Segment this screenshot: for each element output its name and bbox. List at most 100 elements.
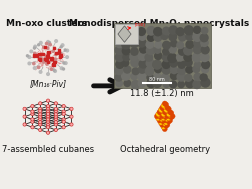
- Circle shape: [200, 38, 209, 47]
- Circle shape: [160, 117, 165, 122]
- Circle shape: [130, 58, 140, 67]
- Bar: [33, 54, 36, 57]
- Circle shape: [184, 25, 194, 35]
- Circle shape: [39, 121, 42, 124]
- Circle shape: [166, 119, 171, 124]
- Circle shape: [130, 47, 139, 56]
- Circle shape: [161, 112, 166, 117]
- Circle shape: [63, 62, 65, 64]
- Circle shape: [169, 80, 177, 88]
- Circle shape: [165, 105, 170, 110]
- Circle shape: [185, 40, 194, 49]
- Circle shape: [161, 103, 166, 108]
- Circle shape: [168, 113, 172, 118]
- Circle shape: [154, 65, 162, 73]
- Circle shape: [166, 106, 171, 111]
- Circle shape: [34, 47, 36, 49]
- Circle shape: [160, 108, 165, 113]
- Circle shape: [194, 61, 202, 69]
- Bar: [55, 52, 58, 54]
- Circle shape: [178, 47, 187, 56]
- Circle shape: [114, 26, 122, 35]
- Circle shape: [168, 118, 172, 123]
- Circle shape: [55, 40, 57, 42]
- Bar: [46, 56, 49, 58]
- Circle shape: [137, 72, 147, 81]
- Circle shape: [52, 50, 54, 52]
- Circle shape: [46, 55, 48, 58]
- Bar: [53, 61, 56, 63]
- Circle shape: [53, 60, 56, 62]
- Circle shape: [167, 53, 177, 63]
- Circle shape: [161, 125, 166, 129]
- Circle shape: [114, 66, 123, 75]
- Circle shape: [176, 41, 184, 49]
- Circle shape: [162, 48, 170, 56]
- Circle shape: [156, 112, 161, 117]
- Circle shape: [192, 65, 200, 73]
- Circle shape: [157, 118, 162, 123]
- Text: Monodispersed Mn₃O₄ nanocrystals: Monodispersed Mn₃O₄ nanocrystals: [69, 19, 249, 28]
- Circle shape: [115, 39, 124, 48]
- Circle shape: [114, 73, 123, 82]
- Circle shape: [50, 68, 53, 70]
- Bar: [58, 50, 60, 52]
- Circle shape: [153, 72, 161, 80]
- Circle shape: [31, 110, 34, 113]
- Circle shape: [185, 66, 194, 74]
- Circle shape: [30, 50, 33, 53]
- Circle shape: [115, 60, 124, 69]
- Circle shape: [46, 118, 50, 121]
- Circle shape: [115, 80, 123, 87]
- Bar: [47, 51, 50, 53]
- Circle shape: [66, 56, 69, 58]
- Circle shape: [130, 27, 140, 37]
- Circle shape: [176, 72, 186, 82]
- Bar: [42, 53, 44, 55]
- Circle shape: [38, 66, 40, 68]
- Circle shape: [46, 107, 50, 110]
- Circle shape: [60, 67, 63, 70]
- Circle shape: [164, 120, 169, 125]
- Circle shape: [145, 40, 154, 49]
- Circle shape: [137, 27, 146, 36]
- Bar: [44, 58, 47, 60]
- Circle shape: [157, 110, 162, 115]
- Circle shape: [55, 53, 57, 56]
- Circle shape: [23, 107, 26, 111]
- Circle shape: [47, 40, 49, 43]
- Circle shape: [146, 45, 156, 55]
- Circle shape: [156, 116, 161, 121]
- Circle shape: [138, 59, 148, 69]
- Circle shape: [65, 62, 67, 64]
- Circle shape: [31, 118, 34, 121]
- Circle shape: [192, 32, 202, 42]
- Polygon shape: [118, 26, 131, 42]
- Circle shape: [162, 113, 167, 118]
- Circle shape: [49, 43, 51, 46]
- Circle shape: [132, 67, 140, 75]
- Circle shape: [161, 116, 166, 121]
- Circle shape: [46, 99, 50, 102]
- Bar: [36, 54, 38, 57]
- Circle shape: [160, 105, 165, 110]
- Circle shape: [49, 42, 50, 44]
- Circle shape: [40, 57, 42, 59]
- Circle shape: [154, 41, 162, 49]
- Circle shape: [183, 46, 193, 56]
- Circle shape: [34, 45, 37, 48]
- Circle shape: [129, 52, 139, 62]
- Circle shape: [183, 53, 193, 62]
- Circle shape: [121, 59, 129, 67]
- Circle shape: [28, 62, 31, 65]
- Circle shape: [43, 46, 45, 48]
- Circle shape: [54, 70, 56, 72]
- Circle shape: [34, 52, 36, 55]
- Circle shape: [121, 40, 131, 50]
- Circle shape: [23, 123, 26, 126]
- Circle shape: [33, 67, 36, 69]
- Text: 80 nm: 80 nm: [149, 77, 165, 82]
- Circle shape: [54, 121, 57, 124]
- Circle shape: [175, 27, 185, 36]
- Circle shape: [201, 60, 210, 69]
